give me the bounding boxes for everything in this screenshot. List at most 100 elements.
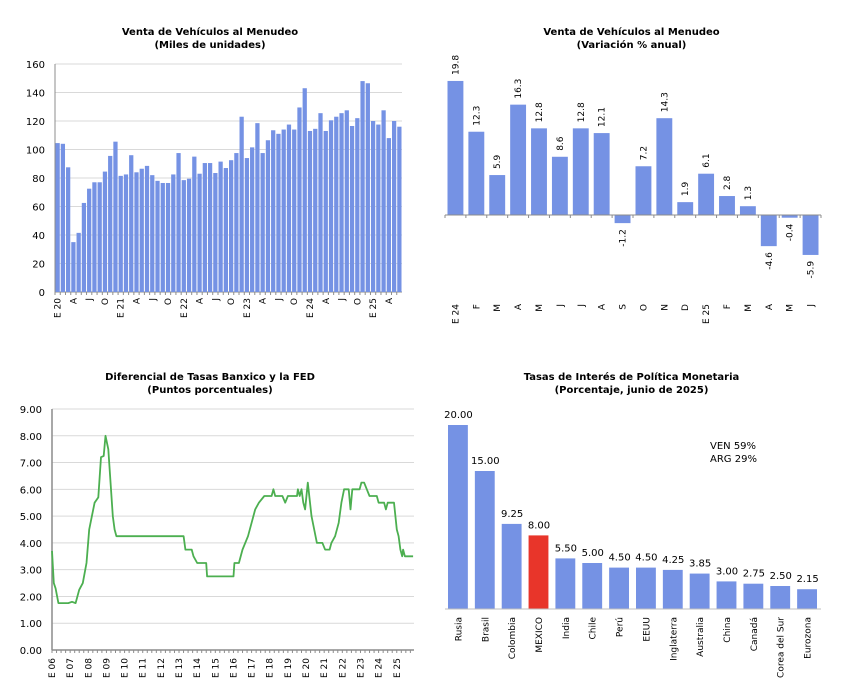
- x-tick-label: EEUU: [642, 617, 652, 642]
- bar: [698, 173, 715, 215]
- data-label: -1.2: [619, 229, 629, 247]
- x-tick-label: J: [211, 298, 221, 302]
- bar: [286, 124, 292, 292]
- data-label: 4.50: [635, 553, 657, 564]
- bar: [662, 569, 683, 609]
- bar: [92, 182, 97, 292]
- data-label: 2.50: [770, 571, 792, 582]
- bar: [656, 118, 673, 215]
- bar: [134, 172, 139, 292]
- x-tick-label: Australia: [696, 617, 706, 657]
- bar: [276, 133, 281, 292]
- bar: [244, 158, 250, 292]
- bar: [797, 589, 817, 609]
- bar: [468, 131, 485, 215]
- bar: [281, 129, 286, 292]
- y-tick-label: 20: [32, 260, 45, 271]
- bar: [213, 173, 218, 292]
- bar: [71, 242, 76, 292]
- bar: [370, 121, 376, 292]
- y-tick-label: 2.00: [20, 592, 42, 603]
- bar: [489, 175, 506, 215]
- bar: [113, 141, 118, 292]
- bar: [55, 143, 60, 292]
- chart-plot: 19.8 E 24 12.3 F 5.9 M 16.3 A 12.8 M 8.6 J 12.8 J 12.1…: [444, 55, 822, 324]
- bar: [760, 215, 777, 247]
- y-tick-label: 60: [32, 203, 45, 214]
- x-tick-label: A: [514, 303, 524, 310]
- x-tick-label: E 25: [702, 304, 712, 324]
- bar: [118, 175, 123, 292]
- bar: [97, 182, 102, 292]
- data-label: 19.8: [451, 55, 461, 75]
- bar: [81, 202, 87, 292]
- x-tick-label: E 07: [66, 658, 76, 678]
- y-tick-label: 40: [32, 231, 45, 242]
- bar: [376, 124, 381, 292]
- data-label: 3.85: [689, 559, 711, 570]
- y-tick-label: 6.00: [20, 485, 42, 496]
- bar: [292, 129, 297, 292]
- x-tick-label: E 18: [266, 658, 276, 678]
- bar: [339, 113, 344, 292]
- data-label: 12.1: [598, 107, 608, 127]
- x-tick-label: Perú: [616, 617, 626, 637]
- bar: [302, 88, 307, 292]
- y-tick-label: 8.00: [20, 432, 42, 443]
- bar: [60, 143, 66, 292]
- x-tick-label: E 24: [375, 658, 385, 678]
- chart-subtitle: (Variación % anual): [576, 40, 687, 51]
- bar: [635, 166, 652, 215]
- x-tick-label: E 06: [48, 658, 58, 678]
- data-label: 9.25: [501, 509, 523, 520]
- x-tick-label: MEXICO: [535, 617, 545, 653]
- data-label: -0.4: [786, 223, 796, 241]
- y-tick-label: 9.00: [20, 405, 42, 416]
- y-tick-label: 0.00: [20, 646, 42, 657]
- x-tick-label: M: [786, 304, 796, 312]
- x-tick-label: India: [562, 617, 572, 639]
- x-tick-label: Brasil: [481, 617, 491, 642]
- bar: [181, 180, 186, 292]
- bar: [474, 471, 495, 609]
- y-tick-label: 160: [26, 60, 45, 71]
- bar: [510, 104, 527, 215]
- bar: [614, 215, 631, 224]
- data-label: 6.1: [702, 153, 712, 167]
- data-label: 2.15: [796, 574, 818, 585]
- x-tick-label: O: [164, 298, 174, 305]
- chart-title: Venta de Vehículos al Menudeo: [543, 27, 720, 38]
- data-label: 4.25: [662, 555, 684, 566]
- bar: [155, 180, 160, 292]
- x-tick-label: E 14: [193, 658, 203, 678]
- data-label: 20.00: [444, 410, 473, 421]
- x-tick-label: A: [322, 297, 332, 304]
- x-tick-label: E 17: [248, 658, 258, 678]
- data-label: 14.3: [660, 92, 670, 112]
- x-tick-label: O: [290, 298, 300, 305]
- x-tick-label: E 23: [356, 658, 366, 678]
- chart-subtitle: (Puntos porcentuales): [147, 385, 273, 396]
- x-tick-label: M: [493, 304, 503, 312]
- bar: [176, 153, 181, 292]
- bar: [551, 156, 568, 215]
- chart-subtitle: (Porcentaje, junio de 2025): [554, 385, 709, 396]
- bar: [307, 130, 313, 292]
- bar: [360, 81, 365, 292]
- bar: [234, 153, 239, 292]
- bar: [192, 156, 197, 292]
- chart-tasas-politica: Tasas de Interés de Política Monetaria (…: [421, 345, 842, 690]
- x-tick-label: E 25: [393, 658, 403, 678]
- x-tick-label: E 25: [369, 298, 379, 318]
- bar: [447, 80, 464, 215]
- bar: [318, 113, 323, 292]
- bar: [139, 168, 144, 292]
- data-label: 1.9: [681, 182, 691, 197]
- x-tick-label: J: [807, 304, 817, 308]
- annotation-arg: ARG 29%: [710, 454, 757, 465]
- x-tick-label: S: [619, 304, 629, 310]
- data-label: 12.8: [577, 102, 587, 122]
- x-tick-label: M: [744, 304, 754, 312]
- x-tick-label: F: [723, 304, 733, 309]
- data-label: 1.3: [744, 186, 754, 200]
